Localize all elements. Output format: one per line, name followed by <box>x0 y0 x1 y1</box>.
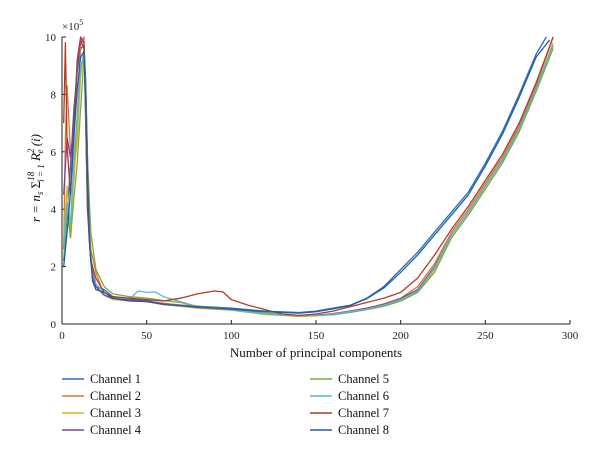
x-axis-label: Number of principal components <box>230 345 402 360</box>
x-tick-label: 300 <box>562 330 579 342</box>
y-tick-label: 4 <box>51 204 57 216</box>
y-tick-label: 8 <box>51 89 57 101</box>
legend-label: Channel 6 <box>338 389 389 403</box>
series-line-channel-7 <box>63 36 554 317</box>
x-tick-label: 0 <box>59 330 65 342</box>
y-tick-label: 10 <box>45 32 57 44</box>
series-line-channel-8 <box>63 39 551 314</box>
y-tick-label: 2 <box>51 262 57 274</box>
series-line-channel-5 <box>63 48 554 317</box>
legend-label: Channel 1 <box>90 372 141 386</box>
y-tick-label: 6 <box>51 147 57 159</box>
axes <box>61 37 570 325</box>
y-tick-label: 0 <box>51 319 57 331</box>
legend-label: Channel 4 <box>90 423 142 437</box>
legend: Channel 1 Channel 2 Channel 3 Channel 4 Chan… <box>62 372 389 437</box>
series-lines <box>63 36 554 318</box>
series-line-channel-1 <box>63 36 547 314</box>
x-tick-label: 100 <box>223 330 240 342</box>
legend-label: Channel 3 <box>90 406 141 420</box>
x-ticks: 0 50 100 150 200 250 300 <box>59 320 579 342</box>
x-tick-label: 50 <box>141 330 153 342</box>
y-multiplier: ×105 <box>62 18 83 33</box>
x-tick-label: 200 <box>392 330 409 342</box>
y-ticks: 0 2 4 6 8 10 <box>45 32 66 331</box>
legend-label: Channel 8 <box>338 423 389 437</box>
series-line-channel-6 <box>63 45 554 317</box>
series-line-channel-3 <box>63 42 554 318</box>
y-axis-label: r = ns Σ18i = 1 R2e (i) <box>26 134 46 222</box>
legend-label: Channel 7 <box>338 406 389 420</box>
x-tick-label: 150 <box>308 330 325 342</box>
legend-label: Channel 2 <box>90 389 141 403</box>
x-tick-label: 250 <box>477 330 494 342</box>
legend-label: Channel 5 <box>338 372 389 386</box>
